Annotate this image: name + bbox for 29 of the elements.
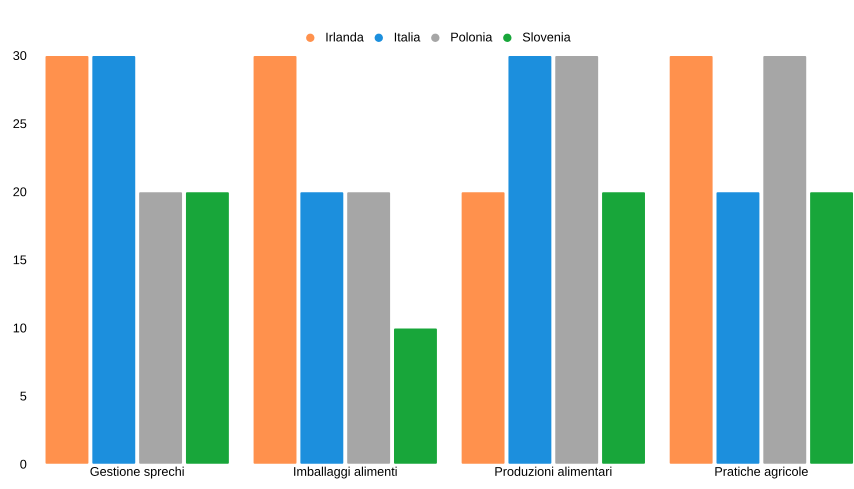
bar	[91, 55, 136, 465]
y-tick-label: 10	[14, 324, 26, 333]
bar	[460, 192, 506, 465]
bar	[809, 192, 854, 465]
bar	[762, 55, 808, 465]
y-tick-label: 20	[13, 188, 26, 196]
y-tick-label: 5	[20, 392, 26, 401]
legend-label: Polonia	[451, 32, 492, 42]
y-tick-label: 15	[14, 256, 26, 265]
legend-label: Irlanda	[326, 32, 364, 42]
bar	[668, 55, 714, 465]
y-tick-label: 30	[13, 51, 26, 60]
x-tick-label: Gestione sprechi	[90, 466, 184, 479]
legend-label: Slovenia	[522, 32, 571, 42]
bar	[252, 55, 298, 465]
bar	[507, 55, 552, 465]
bar	[393, 328, 438, 465]
x-tick-label: Pratiche agricole	[715, 466, 808, 479]
bar	[554, 55, 600, 465]
bar	[44, 55, 90, 465]
legend-label: Italia	[394, 32, 420, 42]
x-tick-label: Produzioni alimentari	[495, 466, 612, 476]
y-tick-label: 0	[20, 460, 26, 469]
x-tick-label: Imballaggi alimenti	[294, 466, 397, 479]
bar	[601, 192, 646, 465]
y-tick-label: 25	[13, 119, 26, 128]
bar	[138, 192, 184, 465]
bar	[184, 192, 230, 465]
bar	[716, 192, 760, 465]
